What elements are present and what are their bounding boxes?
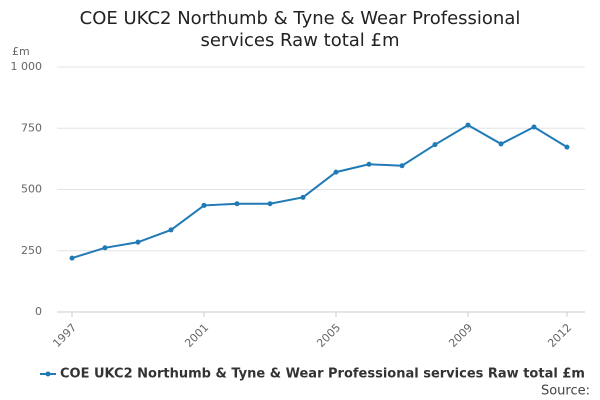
- legend-swatch-dot: [45, 371, 51, 377]
- y-tick-label: 0: [35, 305, 42, 318]
- point: [531, 124, 537, 130]
- point: [168, 227, 174, 233]
- source: Source:: [541, 384, 590, 399]
- x-tick-label: 2001: [182, 321, 211, 350]
- point: [465, 122, 471, 128]
- point: [201, 202, 207, 208]
- point: [432, 142, 438, 148]
- x-tick-label: 2005: [314, 321, 343, 350]
- x-tick-label: 2009: [446, 321, 475, 350]
- point: [300, 194, 306, 200]
- point: [69, 255, 75, 261]
- point: [102, 245, 108, 251]
- y-unit: £m: [12, 45, 30, 58]
- point: [267, 201, 273, 207]
- point: [135, 239, 141, 245]
- x-tick-label: 1997: [50, 321, 79, 350]
- point: [234, 201, 240, 207]
- y-tick-label: 500: [21, 183, 42, 196]
- point: [399, 163, 405, 169]
- x-tick-label: 2012: [545, 321, 574, 350]
- y-tick-label: 250: [21, 244, 42, 257]
- point: [333, 169, 339, 175]
- y-tick-label: 750: [21, 121, 42, 134]
- point: [564, 144, 570, 150]
- point: [366, 161, 372, 167]
- legend-label: COE UKC2 Northumb & Tyne & Wear Professi…: [60, 367, 585, 382]
- y-tick-label: 1 000: [11, 60, 43, 73]
- chart-title: COE UKC2 Northumb & Tyne & Wear Professi…: [79, 8, 521, 51]
- series-line: [71, 123, 568, 260]
- point: [498, 141, 504, 147]
